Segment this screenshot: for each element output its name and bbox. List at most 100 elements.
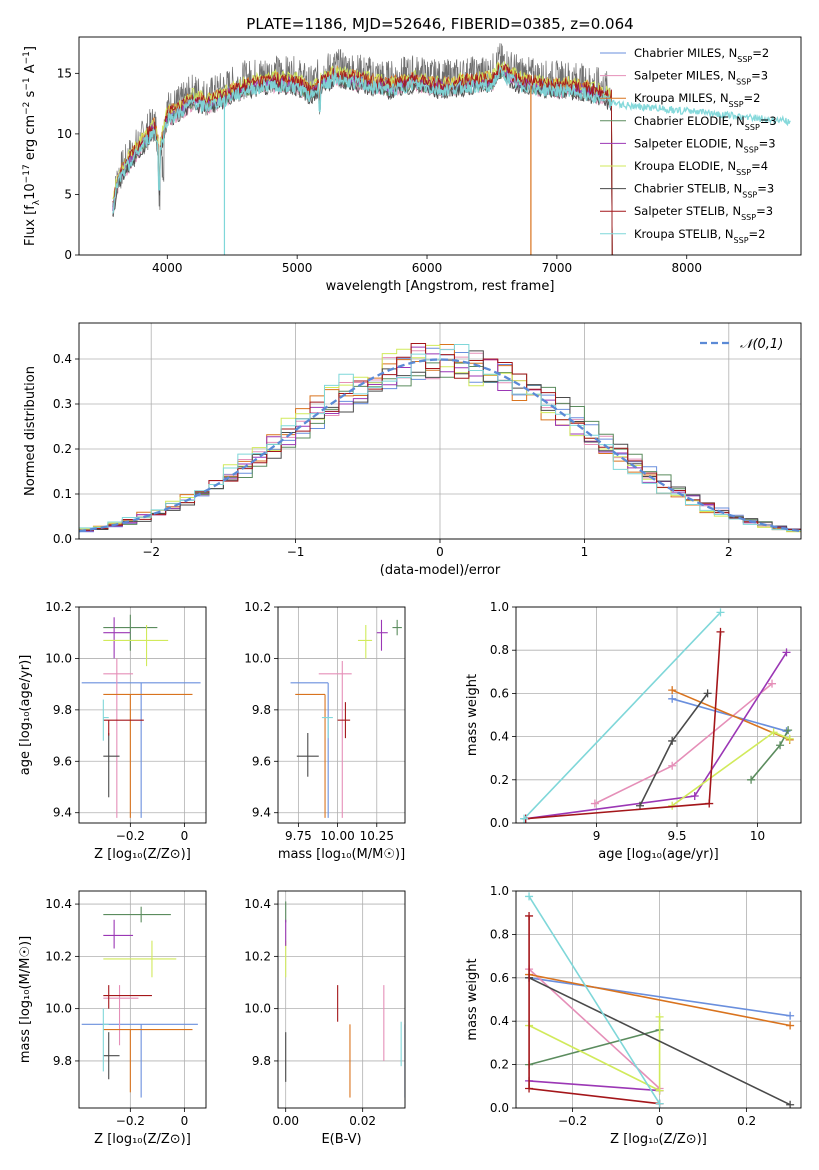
- legend-entry: Salpeter ELODIE, NSSP=3: [634, 136, 776, 154]
- y-tick-label: 10.0: [244, 1002, 271, 1016]
- error-bar-point: [337, 702, 351, 739]
- error-bar-point: [103, 985, 152, 1009]
- weight-vs-Z-frame: [515, 890, 802, 1109]
- mass-weight-marker: [782, 648, 791, 657]
- mass-weight-marker: [525, 911, 534, 920]
- weight-vs-Z-y-axis-label: mass weight: [465, 958, 480, 1040]
- mass-weight-marker: [786, 1011, 795, 1020]
- age-vs-Z-plot-area: [81, 614, 201, 818]
- x-tick-label: 0.2: [737, 1114, 756, 1128]
- mass-weight-marker: [785, 734, 794, 743]
- error-bar-point: [102, 1008, 109, 1072]
- x-tick-label: 9.5: [667, 829, 686, 843]
- y-tick-label: 10.0: [45, 1002, 72, 1016]
- residuals-legend: 𝒩(0,1): [700, 337, 783, 352]
- error-bar-point: [321, 717, 333, 739]
- x-tick-label: 1: [581, 545, 589, 559]
- weight-vs-age-axes: 9 9.5 10 0.0 0.2 0.4 0.6 0.8 1.0: [490, 600, 801, 843]
- mass-weight-marker: [525, 1084, 534, 1093]
- weight-vs-Z-x-axis-label: Z [log₁₀(Z/Z⊙)]: [610, 1132, 707, 1147]
- y-tick-label: 15: [57, 66, 72, 80]
- mass-vs-Z-axes: −0.2 0 9.8 10.0 10.2 10.4: [45, 891, 206, 1128]
- weight-vs-age-y-axis-label: mass weight: [465, 674, 480, 756]
- weight-vs-age-plot-area: [520, 608, 794, 823]
- error-bar-point: [376, 619, 388, 651]
- age-vs-mass-frame: [277, 606, 406, 824]
- y-tick-label: 0.0: [53, 532, 72, 546]
- x-tick-label: 0.02: [349, 1114, 376, 1128]
- y-tick-label: 10: [57, 127, 72, 141]
- y-tick-label: 0.8: [490, 643, 509, 657]
- x-tick-label: 8000: [671, 261, 702, 275]
- x-tick-label: 0: [436, 545, 444, 559]
- y-tick-label: 0.2: [490, 773, 509, 787]
- y-tick-label: 0.8: [490, 927, 509, 941]
- mass-weight-marker: [776, 741, 785, 750]
- error-bar-point: [290, 682, 329, 818]
- age-vs-Z-axes: −0.2 0 9.4 9.6 9.8 10.0 10.2: [45, 600, 206, 843]
- legend-entry: Salpeter STELIB, NSSP=3: [634, 204, 773, 222]
- legend-entry: Kroupa ELODIE, NSSP=4: [634, 159, 768, 177]
- mass-weight-marker: [716, 627, 725, 636]
- y-tick-label: 9.6: [53, 754, 72, 768]
- error-bar-point: [103, 625, 169, 667]
- x-tick-label: 0.00: [272, 1114, 299, 1128]
- error-bar-point: [103, 919, 134, 949]
- mass-vs-Z-x-axis-label: Z [log₁₀(Z/Z⊙)]: [94, 1132, 191, 1147]
- error-bar-point: [357, 625, 373, 659]
- error-bar-point: [103, 940, 177, 978]
- mass-weight-marker: [716, 608, 725, 617]
- mass-weight-line: [528, 1029, 660, 1066]
- x-tick-label: 9: [593, 829, 601, 843]
- y-tick-label: 9.8: [53, 1054, 72, 1068]
- error-bar-point: [103, 906, 171, 923]
- mass-weight-line: [639, 692, 709, 807]
- spectrum-x-axis-label: wavelength [Angstrom, rest frame]: [326, 279, 555, 294]
- y-tick-label: 0: [64, 248, 72, 262]
- y-tick-label: 0.0: [490, 816, 509, 830]
- mass-vs-EBV-axes: 0.00 0.02 9.8 10.0 10.2 10.4: [244, 891, 405, 1128]
- mass-weight-marker: [786, 1021, 795, 1030]
- mass-weight-line: [523, 611, 722, 820]
- y-tick-label: 0.4: [490, 1014, 509, 1028]
- spectrum-frame: [78, 36, 802, 256]
- x-tick-label: 0: [656, 1114, 664, 1128]
- age-vs-mass-plot-area: [290, 619, 402, 818]
- mass-weight-marker: [668, 686, 677, 695]
- mass-weight-marker: [784, 726, 793, 735]
- legend-entry: Chabrier ELODIE, NSSP=3: [634, 114, 777, 132]
- error-bar-point: [103, 1029, 193, 1093]
- y-tick-label: 10.2: [244, 949, 271, 963]
- legend-entry: Kroupa STELIB, NSSP=2: [634, 227, 765, 245]
- y-tick-label: 10.0: [244, 651, 271, 665]
- mass-weight-line: [528, 895, 661, 1105]
- mass-weight-marker: [520, 814, 529, 823]
- y-tick-label: 10.4: [45, 897, 72, 911]
- mass-weight-line: [528, 973, 791, 1027]
- spectrum-y-axis-label: Flux [fλ10−17 erg cm−2 s−1 A−1]: [22, 46, 42, 246]
- legend-entry: 𝒩(0,1): [740, 337, 783, 352]
- weight-vs-age-x-axis-label: age [log₁₀(age/yr)]: [598, 847, 719, 862]
- y-tick-label: 0.6: [490, 971, 509, 985]
- error-bar-point: [102, 699, 109, 741]
- mass-weight-line: [529, 1080, 660, 1092]
- mass-weight-line: [671, 689, 791, 741]
- weight-vs-Z-axes: −0.2 0 0.2 0.0 0.2 0.4 0.6 0.8 1.0: [490, 884, 801, 1128]
- y-tick-label: 1.0: [490, 884, 509, 898]
- mass-weight-marker: [655, 1012, 664, 1021]
- mass-weight-marker: [786, 1100, 795, 1108]
- mass-vs-Z-y-axis-label: mass [log₁₀(M/M☉)]: [18, 936, 33, 1063]
- y-tick-label: 9.4: [252, 806, 271, 820]
- spectrum-axes: 4000 5000 6000 7000 8000 0 5 10 15: [57, 66, 702, 275]
- x-tick-label: 0: [181, 1114, 189, 1128]
- y-tick-label: 0.2: [53, 442, 72, 456]
- weight-vs-Z-plot-area: [525, 892, 795, 1108]
- mass-weight-marker: [668, 736, 677, 745]
- observed-spectrum-line: [112, 43, 612, 217]
- y-tick-label: 1.0: [490, 600, 509, 614]
- y-tick-label: 9.6: [252, 754, 271, 768]
- x-tick-label: 7000: [542, 261, 573, 275]
- x-tick-label: 10: [750, 829, 765, 843]
- x-tick-label: −0.2: [116, 1114, 145, 1128]
